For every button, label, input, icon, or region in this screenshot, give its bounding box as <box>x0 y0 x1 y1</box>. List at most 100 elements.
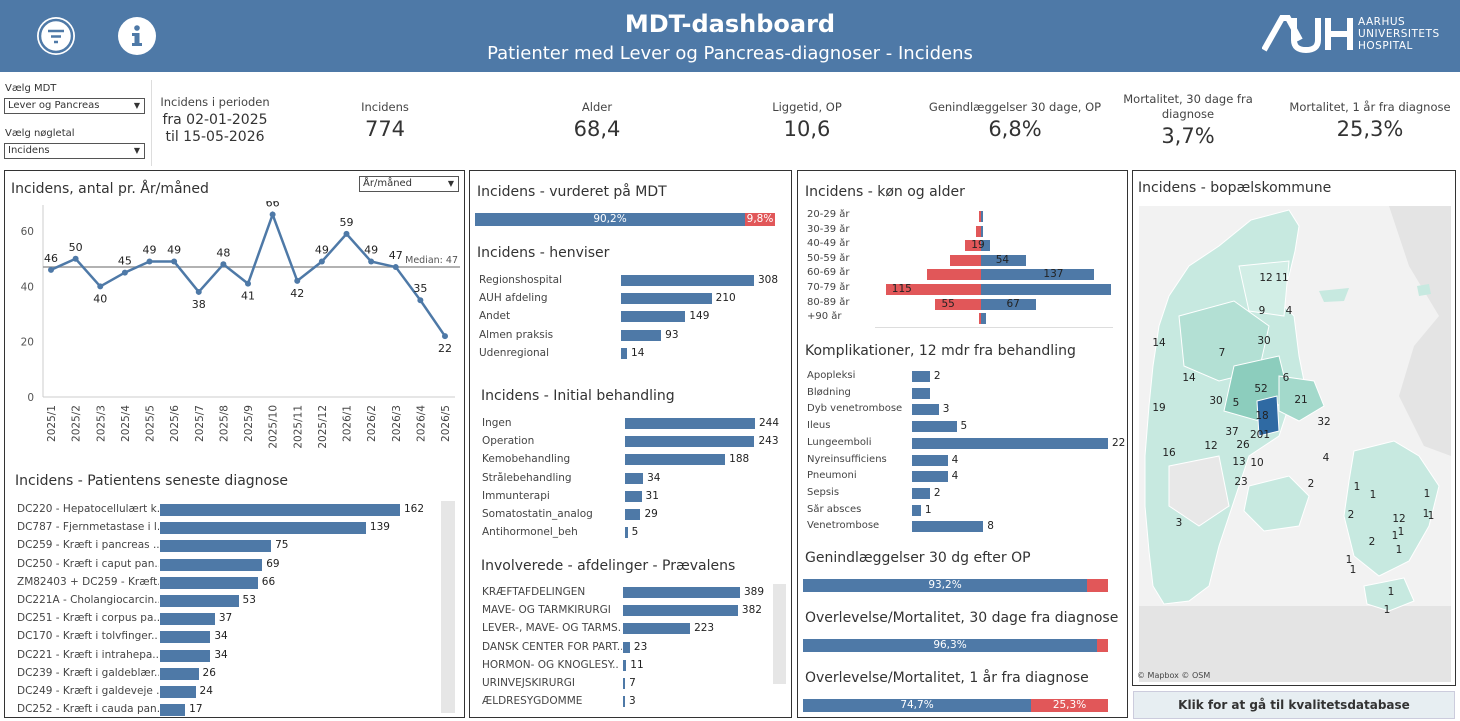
municipality-label: 37 <box>1225 426 1238 438</box>
data-label: 66 <box>266 201 280 210</box>
incidens-panel: Incidens, antal pr. År/måned År/måned ▼ 0… <box>4 170 465 718</box>
bar-category-label: Blødning <box>807 386 851 398</box>
mort1-blue-segment: 74,7% <box>803 699 1031 712</box>
bar-value-label: 188 <box>729 453 750 466</box>
bar-category-label: DC252 - Kræft i cauda pan.. <box>17 703 159 716</box>
bar-category-label: Pneumoni <box>807 470 857 482</box>
municipality-label: 32 <box>1317 416 1330 428</box>
bar <box>160 558 263 571</box>
women-bar <box>935 298 981 310</box>
header-bar: MDT-dashboard Patienter med Lever og Pan… <box>0 0 1460 72</box>
kpi-select[interactable]: Incidens ▼ <box>4 143 145 159</box>
bar-value-label: 308 <box>758 274 779 286</box>
mdt-label: Vælg MDT <box>5 83 57 94</box>
x-tick-label: 2026/1 <box>342 405 354 442</box>
data-point <box>343 230 350 237</box>
men-bar <box>981 240 991 252</box>
data-label: 50 <box>69 241 83 254</box>
data-label: 42 <box>290 287 304 300</box>
women-value-label: 19 <box>971 239 985 252</box>
bar <box>621 275 754 286</box>
bar <box>623 696 625 708</box>
period-type-select[interactable]: År/måned ▼ <box>359 176 459 192</box>
men-bar <box>981 211 983 222</box>
bar-value-label: 29 <box>644 508 658 520</box>
women-value-label: 115 <box>891 283 912 295</box>
afdelinger-title: Involverede - afdelinger - Prævalens <box>481 558 736 574</box>
men-bar <box>981 269 1095 281</box>
bar-category-label: DANSK CENTER FOR PART.. <box>482 640 622 653</box>
men-value-label: 137 <box>1043 268 1064 281</box>
municipality-label: 14 <box>1152 337 1166 349</box>
bar-value-label: 4 <box>951 470 959 483</box>
kpi-alder: Alder 68,4 <box>537 100 657 141</box>
divider <box>151 80 152 166</box>
x-tick-label: 2025/11 <box>292 405 304 449</box>
bar <box>623 623 691 635</box>
bar-value-label: 139 <box>369 521 390 534</box>
filter-icon[interactable] <box>37 17 75 55</box>
mdt-select[interactable]: Lever og Pancreas ▼ <box>4 98 145 114</box>
municipality-label: 13 <box>1232 456 1245 468</box>
data-label: 48 <box>216 246 230 259</box>
municipality-label: 1 <box>1384 604 1391 616</box>
men-bar <box>981 284 1111 295</box>
incidens-line <box>50 210 447 337</box>
bar-value-label: 162 <box>404 503 425 515</box>
bar <box>912 421 957 433</box>
period-type-value: År/måned <box>363 178 413 189</box>
bar-category-label: DC250 - Kræft i caput pan.. <box>17 557 159 570</box>
bar-category-label: DC259 - Kræft i pancreas .. <box>17 539 159 552</box>
municipality-label: 16 <box>1162 447 1176 459</box>
kvalitetsdatabase-link-button[interactable]: Klik for at gå til kvalitetsdatabase <box>1133 691 1455 719</box>
municipality-label: 4 <box>1286 305 1293 317</box>
diagnosis-scrollbar[interactable] <box>441 501 455 713</box>
mort1-stacked-bar: 74,7% 25,3% <box>803 699 1108 712</box>
bar-value-label: 210 <box>715 292 736 305</box>
bar-value-label: 22 <box>1112 436 1126 449</box>
municipality-label: 1 <box>1396 544 1403 556</box>
mdt-nej-segment: 9,8% <box>745 213 775 226</box>
period-label: Incidens i perioden <box>160 95 270 109</box>
bar-category-label: Operation <box>482 435 535 448</box>
men-bar <box>981 254 1026 266</box>
bar-category-label: LEVER-, MAVE- OG TARMS.. <box>482 622 622 635</box>
bar <box>623 641 630 653</box>
logo-line-2: UNIVERSITETS <box>1358 28 1440 40</box>
bar-value-label: 26 <box>202 666 216 679</box>
bar-value-label: 93 <box>665 328 679 341</box>
bar-value-label: 2 <box>933 370 941 382</box>
bar <box>912 404 939 416</box>
bar-value-label: 53 <box>242 594 256 606</box>
bar-category-label: Nyreinsufficiens <box>807 453 887 465</box>
municipality-label: 1 <box>1392 530 1399 542</box>
mort30-stacked-bar: 96,3% <box>803 639 1108 652</box>
afdelinger-scrollbar[interactable] <box>773 584 786 684</box>
bar-category-label: DC221A - Cholangiocarcin.. <box>17 594 159 606</box>
bar-value-label: 14 <box>631 346 645 359</box>
bar-category-label: DC787 - Fjernmetastase i l.. <box>17 521 159 534</box>
bar-value-label: 243 <box>758 435 779 448</box>
data-point <box>48 266 54 273</box>
x-tick-label: 2025/10 <box>268 405 280 449</box>
bar-value-label: 3 <box>629 695 636 708</box>
y-tick-label: 0 <box>27 392 34 404</box>
men-bar <box>981 313 986 325</box>
bar <box>625 418 755 429</box>
x-tick-label: 2025/12 <box>317 405 329 449</box>
koen-alder-title: Incidens - køn og alder <box>805 184 965 200</box>
henviser-title: Incidens - henviser <box>477 245 610 261</box>
municipality-label: 12 <box>1259 272 1272 284</box>
genindl-title: Genindlæggelser 30 dg efter OP <box>805 550 1031 566</box>
x-tick-label: 2025/7 <box>194 405 206 442</box>
info-icon[interactable] <box>118 17 156 55</box>
period-box: Incidens i perioden fra 02-01-2025 til 1… <box>156 95 274 145</box>
bar-value-label: 69 <box>266 557 280 570</box>
municipality-label: 9 <box>1259 305 1266 317</box>
bar-category-label: Immunterapi <box>482 489 550 502</box>
municipality-label: 1 <box>1354 481 1361 493</box>
data-label: 38 <box>192 298 206 311</box>
kpi-liggetid: Liggetid, OP 10,6 <box>747 100 867 141</box>
kpi-value: 6,8% <box>988 117 1042 141</box>
